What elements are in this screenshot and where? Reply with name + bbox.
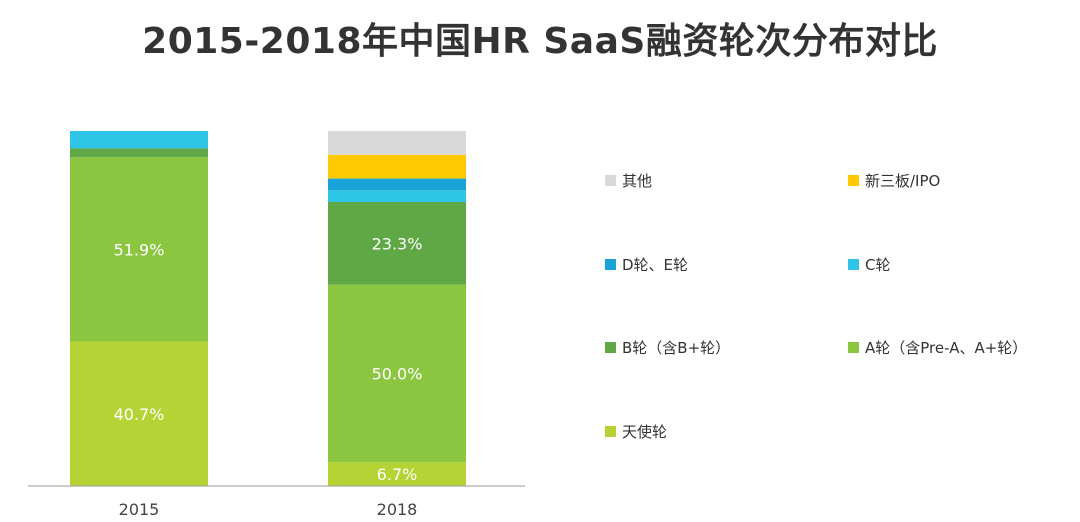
bar-segment: [328, 178, 466, 191]
legend-swatch: [848, 259, 859, 270]
legend-item: 新三板/IPO: [848, 170, 940, 191]
data-label: 40.7%: [114, 405, 165, 424]
bar-segment: [70, 341, 208, 486]
legend-swatch: [605, 342, 616, 353]
legend-swatch: [848, 342, 859, 353]
legend-item: D轮、E轮: [605, 254, 688, 275]
legend-item: C轮: [848, 254, 890, 275]
legend-item: B轮（含B+轮）: [605, 337, 730, 358]
legend-label: B轮（含B+轮）: [622, 339, 731, 357]
legend-swatch: [848, 175, 859, 186]
legend-item: A轮（含Pre-A、A+轮）: [848, 337, 1027, 358]
bar-segment: [328, 462, 466, 486]
bar-group: [70, 131, 466, 486]
legend-swatch: [605, 426, 616, 437]
legend-item: 其他: [605, 170, 652, 191]
bar-segment: [328, 190, 466, 202]
legend-label: C轮: [865, 256, 891, 274]
bar-segment: [328, 202, 466, 285]
legend-label: 新三板/IPO: [865, 172, 941, 190]
legend-label: D轮、E轮: [622, 256, 689, 274]
bar-segment: [70, 148, 208, 158]
legend-label: 其他: [622, 172, 653, 190]
bar-label-group: 40.7% 51.9% 6.7% 50.0% 23.3%: [114, 234, 423, 484]
legend-swatch: [605, 175, 616, 186]
x-tick-group: 2015 2018: [119, 500, 418, 519]
legend-label: 天使轮: [622, 423, 668, 441]
footnote-cut-off: [0, 514, 290, 522]
x-tick-label: 2018: [377, 500, 418, 519]
bar-segment: [70, 157, 208, 342]
data-label: 51.9%: [114, 240, 165, 259]
bar-segment: [70, 131, 208, 149]
legend-swatch: [605, 259, 616, 270]
data-label: 50.0%: [372, 364, 423, 383]
bar-segment: [328, 284, 466, 463]
bar-segment: [328, 154, 466, 179]
legend-item: 天使轮: [605, 421, 667, 442]
data-label: 23.3%: [372, 234, 423, 253]
bar-segment: [328, 131, 466, 155]
data-label: 6.7%: [377, 465, 418, 484]
chart-title: 2015-2018年中国HR SaaS融资轮次分布对比: [142, 21, 938, 62]
x-tick-label: 2015: [119, 500, 160, 519]
legend-label: A轮（含Pre-A、A+轮）: [865, 339, 1028, 357]
